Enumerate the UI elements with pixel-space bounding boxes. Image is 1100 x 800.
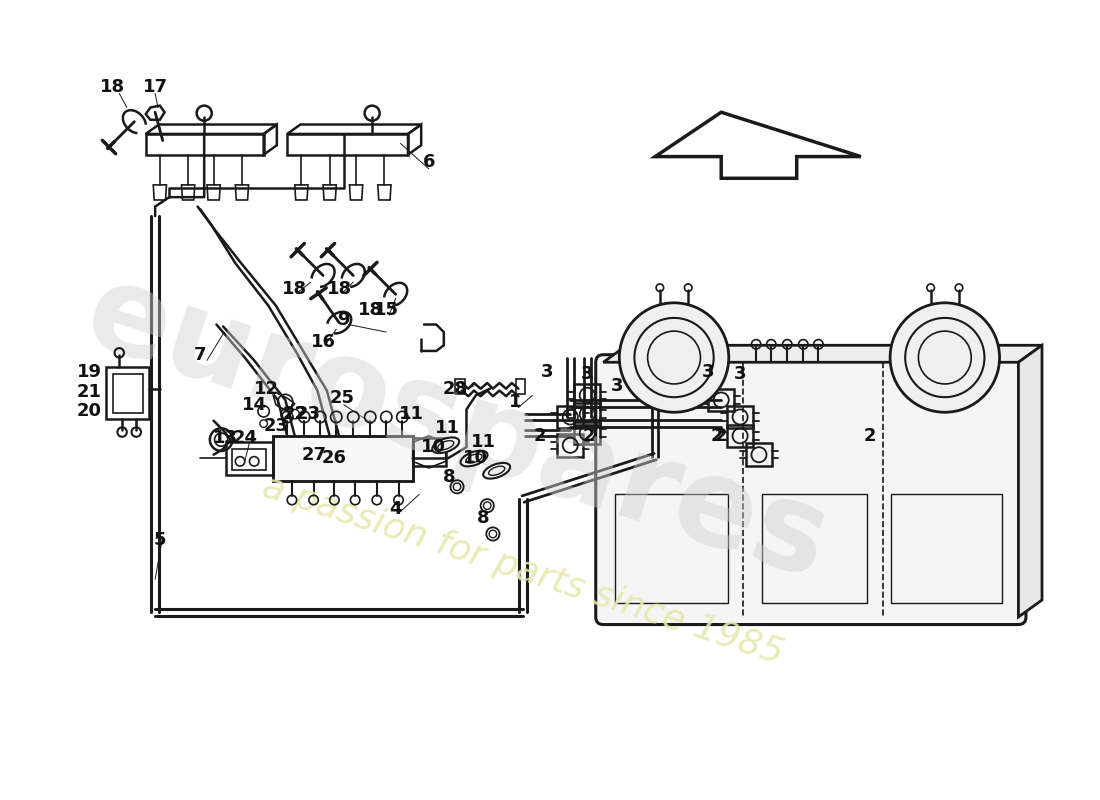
Text: 10: 10 [421,438,446,456]
Text: 3: 3 [540,362,553,381]
Text: 3: 3 [581,365,594,382]
Text: 2: 2 [583,427,595,445]
Text: eurospares: eurospares [72,254,843,603]
Text: 22: 22 [283,405,307,423]
Text: 3: 3 [702,362,714,381]
Polygon shape [1019,346,1042,617]
Bar [762,494,868,603]
Circle shape [619,303,729,412]
Bar [727,406,754,428]
Text: 10: 10 [463,450,488,467]
Text: 23: 23 [263,418,288,435]
Text: 19: 19 [77,362,101,381]
Text: 21: 21 [77,383,101,402]
Bar [106,367,148,419]
Bar [273,436,412,481]
Text: 3: 3 [612,377,624,395]
Text: 27: 27 [301,446,326,464]
Bar [708,389,735,411]
Text: 28: 28 [442,380,468,398]
Polygon shape [603,346,1042,362]
Text: 11: 11 [436,419,460,438]
Text: 16: 16 [310,333,336,350]
Bar [557,434,583,457]
Text: 12: 12 [254,380,279,398]
Text: 1: 1 [509,393,521,411]
Text: 7: 7 [195,346,207,364]
Text: 6: 6 [422,154,435,171]
Text: 18: 18 [283,280,307,298]
Text: 2: 2 [864,427,877,445]
Bar [574,384,601,406]
Text: 18: 18 [100,78,125,96]
Text: 13: 13 [213,429,239,446]
Text: 25: 25 [329,389,354,407]
Text: 23: 23 [296,405,320,423]
Text: 11: 11 [471,434,496,451]
Text: 8: 8 [443,468,455,486]
Bar [574,422,601,444]
Text: 15: 15 [374,302,399,319]
Polygon shape [656,112,861,178]
Bar [516,379,525,394]
Text: 18: 18 [358,302,383,319]
Bar [746,443,772,466]
Bar [232,449,266,470]
FancyBboxPatch shape [596,354,1026,625]
Text: 2: 2 [534,427,547,445]
Text: 26: 26 [322,450,346,467]
Text: 11: 11 [399,405,425,423]
Text: 9: 9 [338,311,350,329]
Bar [112,374,143,414]
Bar [273,436,412,481]
Text: 8: 8 [477,509,490,527]
Bar [574,403,601,426]
Bar [226,442,273,475]
Text: 17: 17 [143,78,167,96]
Text: 3: 3 [734,365,746,382]
Text: 4: 4 [389,499,402,518]
Bar [615,494,728,603]
Text: a passion for parts since 1985: a passion for parts since 1985 [258,470,788,670]
Text: 2: 2 [715,427,727,445]
Text: 20: 20 [77,402,101,420]
Text: 14: 14 [242,396,266,414]
Bar [455,379,464,394]
Bar [891,494,1002,603]
Bar [412,438,446,466]
Text: 18: 18 [327,280,352,298]
Circle shape [890,303,1000,412]
Bar [727,425,754,447]
Ellipse shape [432,438,459,453]
Ellipse shape [461,450,487,466]
Ellipse shape [483,463,510,478]
Bar [557,406,583,428]
Text: 24: 24 [232,429,257,446]
Text: 2: 2 [711,427,723,445]
Text: 5: 5 [154,530,166,549]
